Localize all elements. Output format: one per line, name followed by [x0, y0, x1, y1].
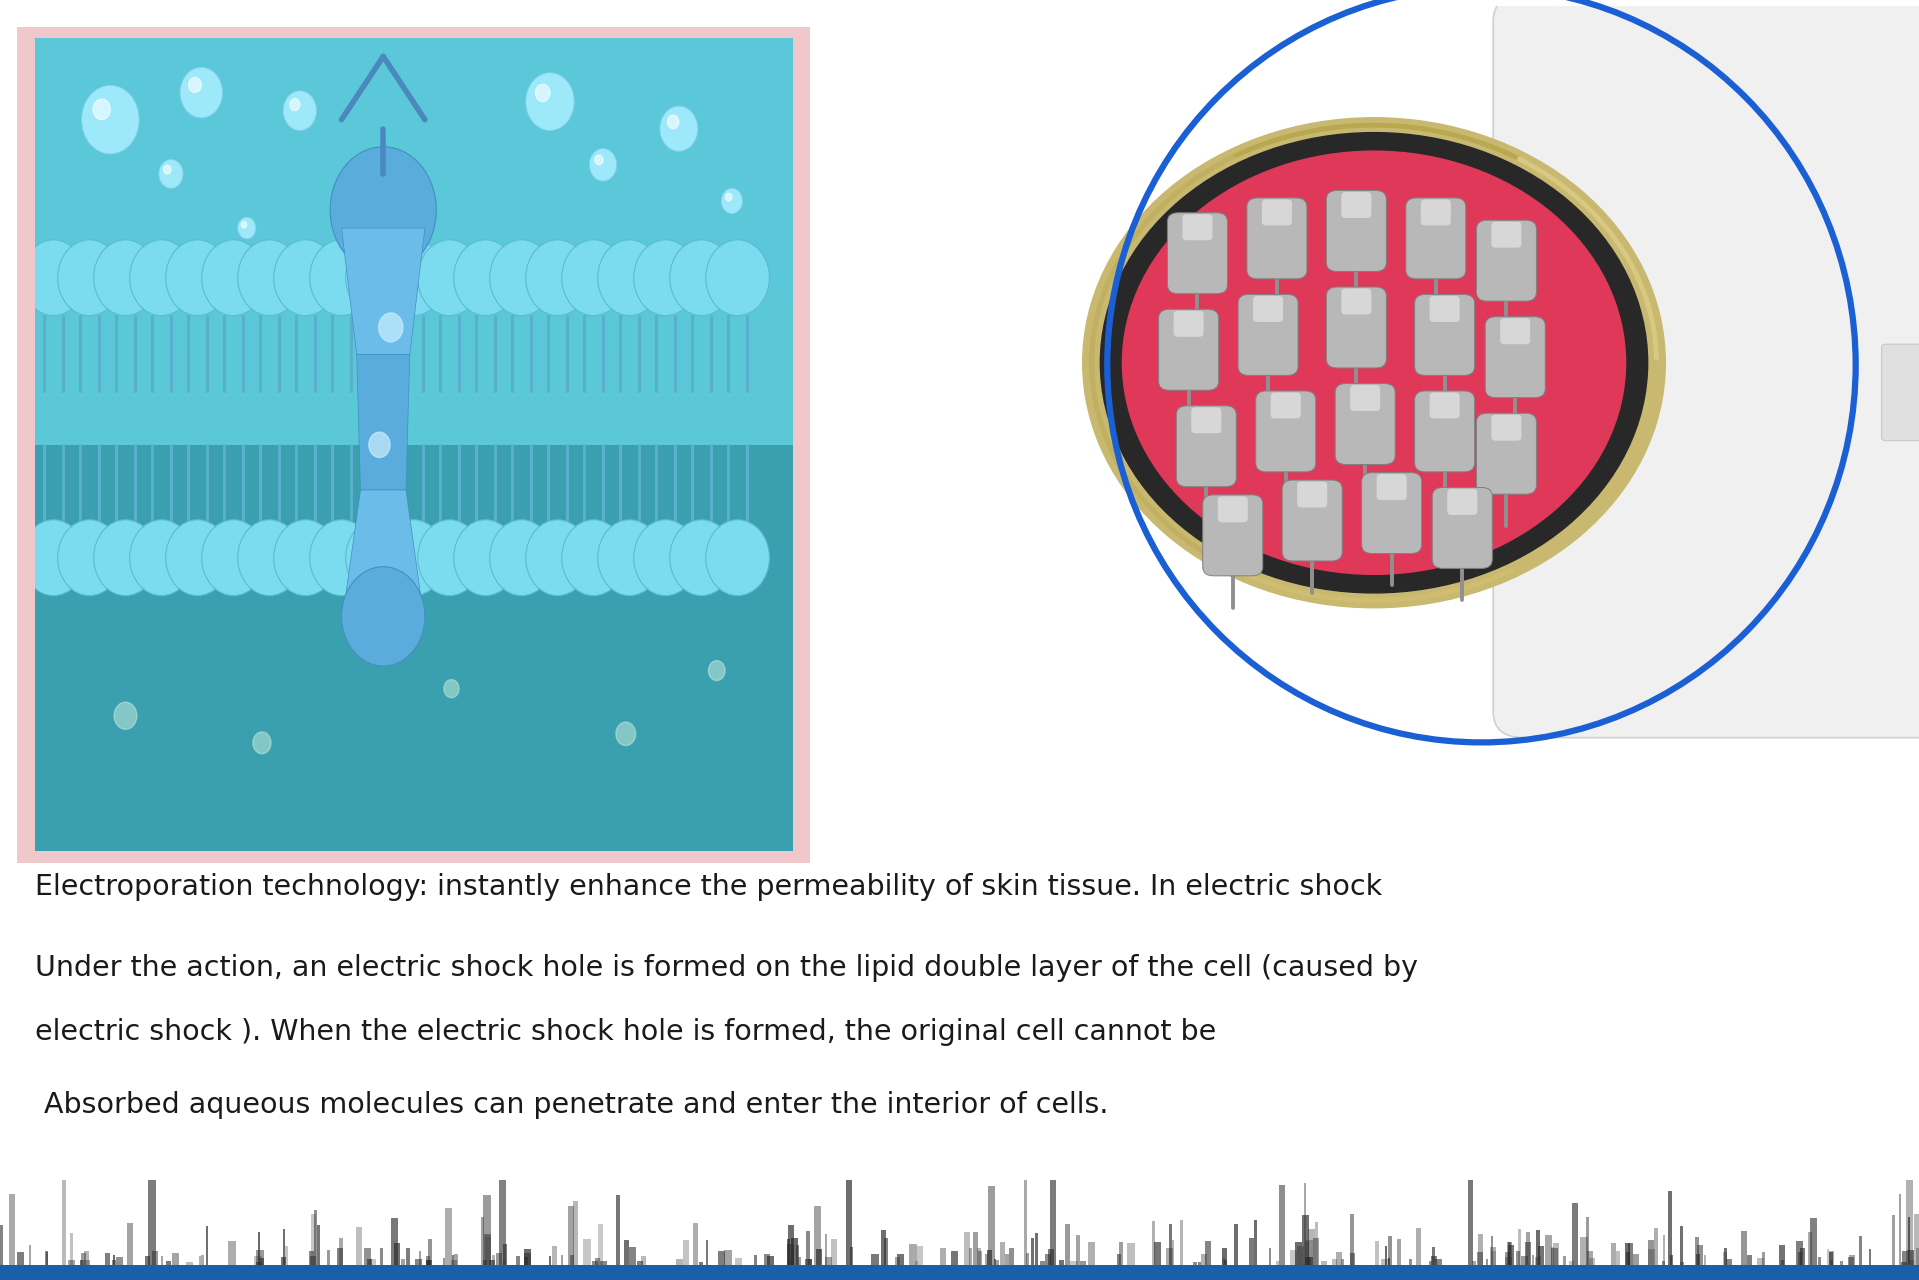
Bar	[0, 1265, 1919, 1280]
Text: Under the action, an electric shock hole is formed on the lipid double layer of : Under the action, an electric shock hole…	[35, 954, 1418, 982]
Text: Electroporation technology: instantly enhance the permeability of skin tissue. I: Electroporation technology: instantly en…	[35, 873, 1382, 901]
Bar	[17, 27, 810, 863]
Text: Absorbed aqueous molecules can penetrate and enter the interior of cells.: Absorbed aqueous molecules can penetrate…	[35, 1091, 1107, 1119]
Text: electric shock ). When the electric shock hole is formed, the original cell cann: electric shock ). When the electric shoc…	[35, 1018, 1217, 1046]
